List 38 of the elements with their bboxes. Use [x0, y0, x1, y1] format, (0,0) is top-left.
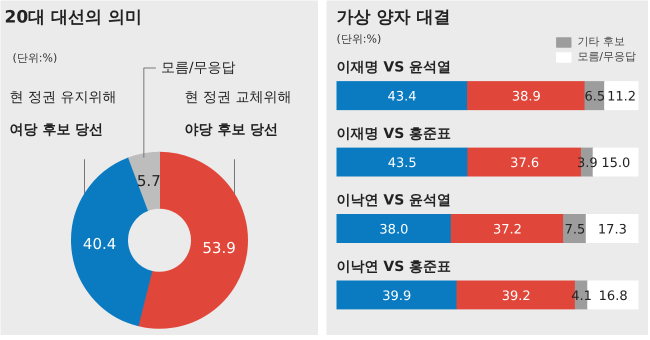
y-tick-label: 이낙연 VS 홍준표 [336, 259, 452, 276]
bar [467, 81, 586, 110]
data-label: 40.4 [82, 235, 116, 254]
slice-label: 모름/무응답 [160, 60, 236, 76]
data-label: 37.2 [492, 222, 522, 238]
bar [450, 214, 564, 243]
chart-subtitle: (단위:%) [12, 52, 58, 64]
data-label: 38.9 [512, 90, 541, 105]
bar [336, 214, 452, 243]
y-tick-label: 이재명 VS 윤석열 [336, 60, 452, 76]
legend-label: 기타 후보 [577, 34, 625, 49]
data-label: 6.5 [584, 90, 606, 105]
data-label: 53.9 [202, 239, 236, 258]
data-label: 43.4 [388, 90, 417, 105]
data-label: 7.5 [564, 222, 586, 238]
data-label: 38.0 [379, 222, 408, 238]
data-label: 16.8 [598, 288, 628, 304]
data-label: 39.2 [502, 288, 531, 304]
data-label: 11.2 [607, 90, 636, 105]
bar [586, 214, 638, 243]
data-label: 15.0 [601, 156, 630, 172]
y-tick-label: 이낙연 VS 윤석열 [336, 192, 452, 209]
bar [604, 81, 638, 110]
data-label: 5.7 [136, 172, 161, 190]
chart-title: 20대 대선의 의미 [4, 8, 142, 28]
slice-label: 현 정권 유지위해 여당 후보 당선 [10, 89, 116, 138]
bar [336, 81, 468, 110]
data-label: 39.9 [382, 288, 412, 304]
bar [336, 280, 458, 310]
slice-label: 현 정권 교체위해 야당 후보 당선 [184, 89, 292, 138]
bar [336, 148, 468, 177]
data-label: 43.5 [388, 156, 417, 172]
chart-title: 가상 양자 대결 [336, 8, 450, 28]
y-tick-label: 이재명 VS 홍준표 [336, 126, 452, 142]
data-label: 37.6 [510, 156, 540, 172]
legend-label: 모름/무응답 [577, 49, 636, 64]
data-label: 17.3 [598, 222, 627, 238]
chart-subtitle: (단위:%) [336, 32, 382, 46]
